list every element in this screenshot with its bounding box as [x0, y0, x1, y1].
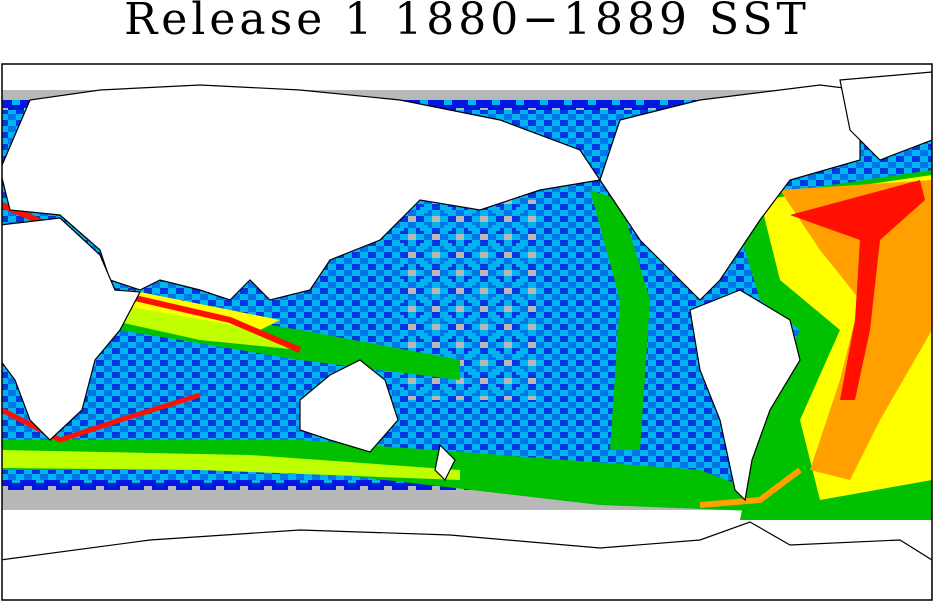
coastlines — [2, 71, 932, 600]
map-frame — [1, 63, 933, 601]
map-title: Release 1 1880−1889 SST — [124, 0, 810, 45]
